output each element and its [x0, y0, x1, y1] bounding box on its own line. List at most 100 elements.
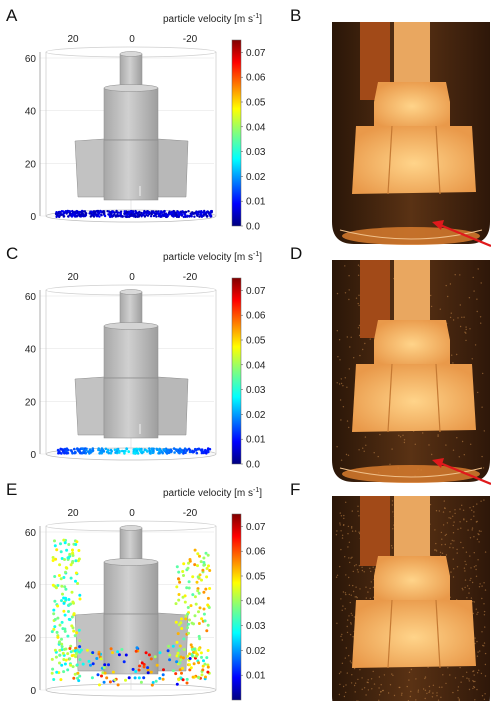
- suspended-speck: [460, 528, 461, 529]
- x-tick-label: 20: [67, 508, 79, 519]
- suspended-speck: [453, 532, 454, 533]
- particle: [168, 654, 171, 657]
- particle: [177, 599, 180, 602]
- particle: [118, 450, 121, 453]
- particle: [202, 561, 205, 564]
- particle: [159, 651, 162, 654]
- particle: [178, 662, 181, 665]
- suspended-speck: [351, 526, 352, 527]
- suspended-speck: [445, 683, 446, 684]
- particle: [103, 213, 105, 215]
- suspended-speck: [441, 532, 442, 533]
- suspended-speck: [481, 282, 482, 283]
- particle: [76, 663, 79, 666]
- suspended-speck: [436, 695, 437, 696]
- colorbar-title: particle velocity [m s-1]: [163, 13, 262, 25]
- impeller-blade: [158, 377, 188, 435]
- particle: [136, 646, 139, 649]
- suspended-speck: [447, 522, 448, 523]
- suspended-speck: [462, 676, 463, 677]
- suspended-speck: [445, 444, 446, 445]
- particle: [91, 676, 94, 679]
- suspended-speck: [400, 436, 401, 437]
- impeller-shaft-top: [120, 290, 142, 295]
- particle: [198, 555, 201, 558]
- particle: [100, 657, 103, 660]
- suspended-speck: [476, 641, 477, 642]
- suspended-speck: [479, 650, 480, 651]
- suspended-speck: [474, 601, 475, 602]
- suspended-speck: [391, 673, 392, 674]
- suspended-speck: [454, 513, 455, 514]
- suspended-speck: [445, 544, 446, 545]
- suspended-speck: [347, 546, 348, 547]
- suspended-speck: [452, 540, 453, 541]
- particle: [55, 586, 58, 589]
- suspended-speck: [359, 669, 360, 670]
- particle: [124, 210, 126, 212]
- particle: [70, 563, 73, 566]
- suspended-speck: [432, 692, 433, 693]
- suspended-speck: [466, 678, 467, 679]
- suspended-speck: [355, 530, 356, 531]
- particle: [208, 213, 210, 215]
- particle: [197, 676, 200, 679]
- colorbar-tick-label: 0.01: [246, 197, 266, 208]
- particle: [185, 211, 187, 213]
- suspended-speck: [460, 542, 461, 543]
- suspended-speck: [345, 657, 346, 658]
- suspended-speck: [348, 655, 349, 656]
- particle: [75, 631, 78, 634]
- particle: [197, 661, 200, 664]
- colorbar-title-text: particle velocity [m s: [163, 14, 253, 25]
- particle: [74, 559, 77, 562]
- particle: [206, 671, 209, 674]
- particle: [182, 596, 185, 599]
- particle: [187, 562, 190, 565]
- suspended-speck: [337, 382, 338, 383]
- particle: [148, 447, 151, 450]
- particle: [108, 452, 111, 455]
- suspended-speck: [436, 692, 437, 693]
- suspended-speck: [342, 639, 343, 640]
- suspended-speck: [480, 323, 481, 324]
- suspended-speck: [351, 682, 352, 683]
- particle: [150, 657, 153, 660]
- particle: [96, 210, 98, 212]
- suspended-speck: [481, 631, 482, 632]
- particle: [149, 452, 152, 455]
- particle: [175, 585, 178, 588]
- suspended-speck: [390, 684, 391, 685]
- particle: [146, 450, 149, 453]
- suspended-speck: [431, 306, 432, 307]
- particle: [201, 215, 203, 217]
- suspended-speck: [453, 559, 454, 560]
- particle: [176, 449, 179, 452]
- particle: [184, 214, 186, 216]
- suspended-speck: [365, 587, 366, 588]
- particle: [177, 211, 179, 213]
- particle: [58, 574, 61, 577]
- suspended-speck: [450, 283, 451, 284]
- suspended-speck: [477, 311, 478, 312]
- colorbar-title: particle velocity [m s-1]: [163, 251, 262, 263]
- particle: [52, 609, 55, 612]
- suspended-speck: [367, 591, 368, 592]
- particle: [100, 210, 102, 212]
- particle: [184, 601, 187, 604]
- particle: [158, 452, 161, 455]
- particle: [126, 211, 128, 213]
- suspended-speck: [368, 689, 369, 690]
- impeller-blades-photo: [352, 126, 476, 194]
- suspended-speck: [351, 595, 352, 596]
- particle: [169, 449, 172, 452]
- particle: [61, 645, 64, 648]
- particle: [114, 449, 117, 452]
- impeller-hub: [104, 88, 158, 140]
- particle: [199, 606, 202, 609]
- suspended-speck: [410, 696, 411, 697]
- suspended-speck: [354, 565, 355, 566]
- baffle: [360, 496, 390, 566]
- suspended-speck: [435, 549, 436, 550]
